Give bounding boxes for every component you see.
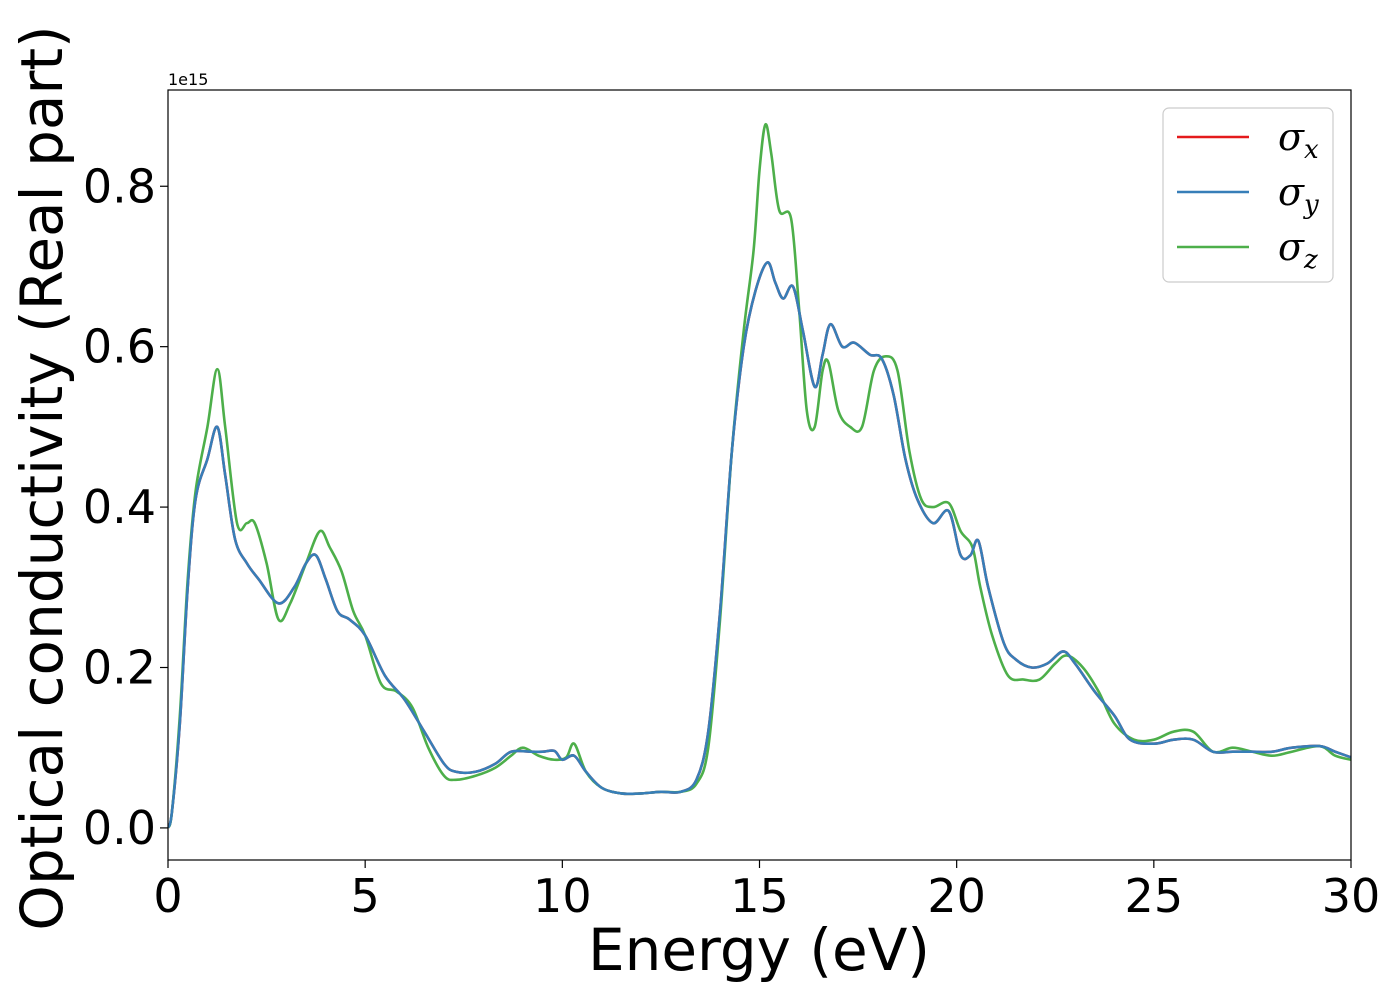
x-tick-label: 20	[927, 869, 986, 923]
x-tick-label: 5	[351, 869, 380, 923]
series-line-x	[168, 261, 1351, 829]
y-offset-label: 1e15	[168, 70, 208, 89]
legend-label-z: σz	[1278, 225, 1318, 275]
series-layer	[168, 123, 1351, 829]
y-axis-ticks: 0.0 0.2 0.4 0.6 0.8	[83, 159, 168, 855]
x-tick-label: 10	[533, 869, 592, 923]
x-axis-label: Energy (eV)	[588, 916, 930, 984]
y-tick-label: 0.6	[83, 320, 156, 374]
x-axis-ticks: 0 5 10 15 20 25 30	[153, 860, 1380, 923]
legend-label-y: σy	[1278, 170, 1319, 220]
x-tick-label: 0	[153, 869, 182, 923]
series-line-y	[168, 261, 1351, 829]
y-tick-label: 0.2	[83, 641, 156, 695]
y-tick-label: 0.8	[83, 159, 156, 213]
legend-label-x: σx	[1278, 115, 1319, 165]
y-axis-label: Optical conductivity (Real part)	[8, 25, 76, 930]
x-tick-label: 30	[1322, 869, 1381, 923]
legend-box	[1162, 107, 1334, 283]
series-line-z	[168, 123, 1351, 829]
y-tick-label: 0.0	[83, 801, 156, 855]
y-tick-label: 0.4	[83, 480, 156, 534]
x-tick-label: 15	[730, 869, 789, 923]
x-tick-label: 25	[1125, 869, 1184, 923]
